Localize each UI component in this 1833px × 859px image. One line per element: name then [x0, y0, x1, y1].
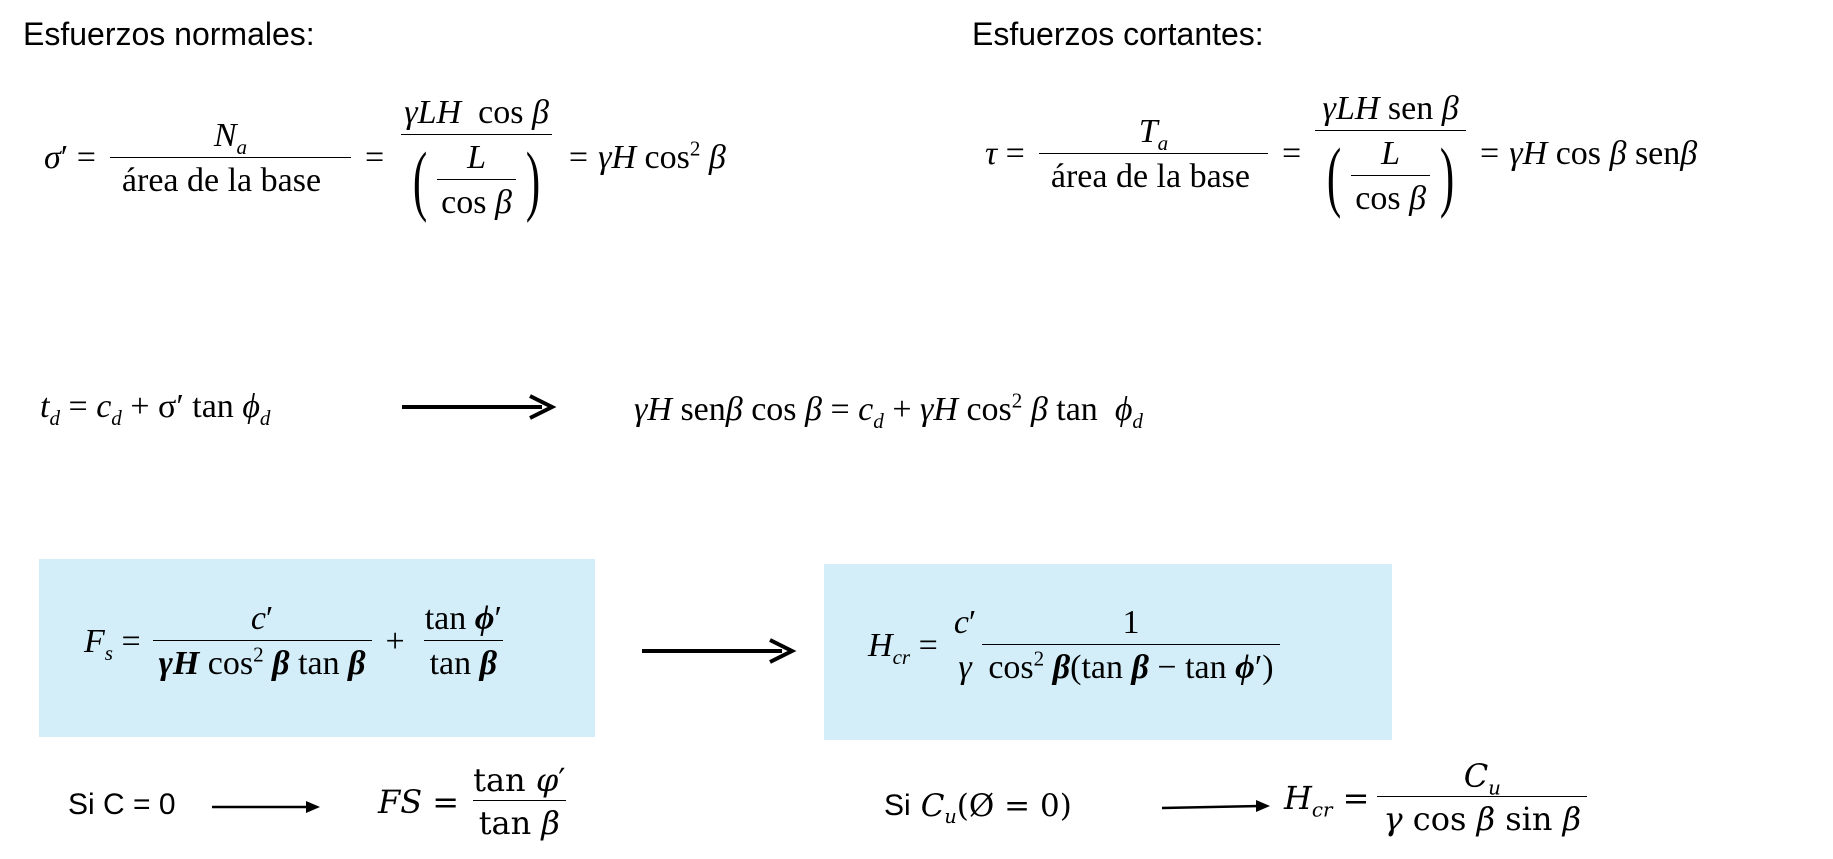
condition-c-zero: Si C = 0: [68, 788, 176, 821]
arrow-right-icon: [212, 801, 320, 813]
arrow-right-icon: [1161, 800, 1270, 812]
critical-height-box: [824, 564, 1392, 740]
critical-height-equation: Hcr = c′ γ 1 cos2 β(tan β − tan ϕ′): [868, 606, 1284, 685]
heading-normal-stresses: Esfuerzos normales:: [23, 16, 315, 52]
factor-of-safety-box: [39, 559, 595, 737]
arrow-right-icon: [402, 394, 557, 420]
equilibrium-equation: γH senβ cos β = cd + γH cos2 β tan ϕd: [634, 388, 1143, 433]
fs-cohesionless-equation: FS = tan φ′ tan β: [378, 761, 566, 842]
area-base-label-shear: área de la base: [1038, 152, 1268, 194]
area-base-label: área de la base: [109, 156, 352, 198]
factor-of-safety-equation: Fs = c′ γH cos2 β tan β + tan ϕ′ tan β: [84, 600, 504, 682]
mobilized-shear-equation: td = cd + σ′ tan ϕd: [40, 388, 271, 430]
heading-shear-stresses: Esfuerzos cortantes:: [972, 16, 1264, 52]
hcr-undrained-equation: Hcr = Cu γ cos β sin β: [1284, 760, 1591, 835]
arrow-right-icon: [642, 638, 797, 664]
condition-undrained: Si Cu(Ø = 0): [884, 788, 1072, 829]
